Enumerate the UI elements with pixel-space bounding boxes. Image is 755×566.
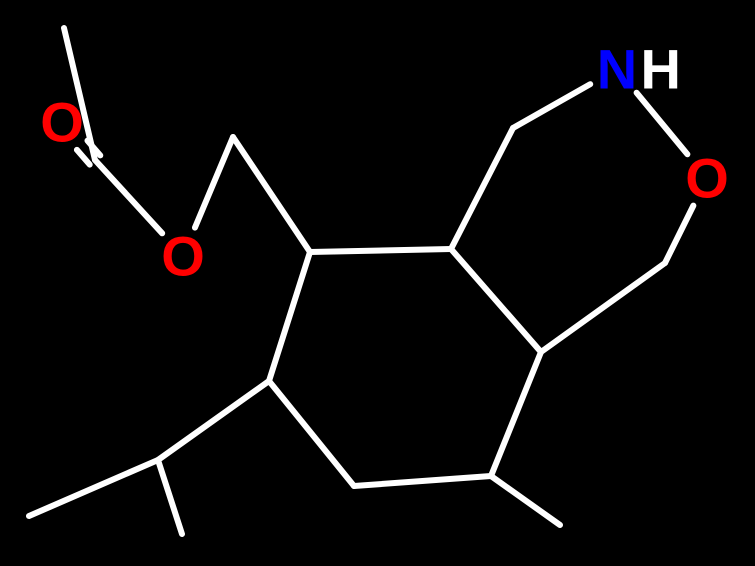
bond [637,93,688,154]
bond [29,460,158,516]
bond [513,84,590,128]
bond [195,137,233,228]
bond [491,352,541,476]
bond [233,137,310,252]
bond [541,263,665,352]
bond [95,160,162,233]
bond [269,252,310,381]
atom-o-label: O [685,147,729,210]
bond [451,249,541,352]
atom-o-label: O [40,91,84,154]
bond [310,249,451,252]
bond [269,381,354,486]
bond [491,476,560,525]
molecule-diagram: OONHO [0,0,755,566]
bond [354,476,491,486]
atom-n-label: N [597,38,637,101]
bond [451,128,513,249]
bond [665,206,693,263]
bond [158,381,269,460]
bond [158,460,182,534]
atom-h-label: H [640,38,680,101]
atom-o-label: O [161,225,205,288]
